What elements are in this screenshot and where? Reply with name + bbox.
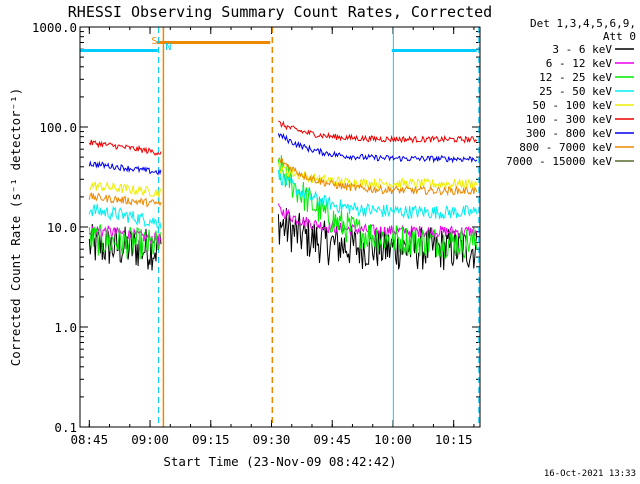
legend-label: 50 - 100 keV [533, 99, 613, 112]
legend-label: 300 - 800 keV [526, 127, 612, 140]
x-axis-label: Start Time (23-Nov-09 08:42:42) [163, 454, 396, 469]
chart-title: RHESSI Observing Summary Count Rates, Co… [68, 3, 492, 21]
y-axis-ticks: 0.1 1.0 10.0 100.0 1000.0 [32, 20, 480, 435]
series-line [278, 120, 478, 144]
series-lines [88, 120, 478, 271]
series-line [277, 169, 478, 220]
legend-label: 25 - 50 keV [539, 85, 612, 98]
legend-label: 800 - 7000 keV [519, 141, 612, 154]
series-line [88, 223, 162, 271]
x-tick-label: 09:15 [192, 432, 230, 447]
y-tick-label: 1000.0 [32, 20, 77, 35]
x-tick-label: 10:15 [435, 432, 473, 447]
y-tick-label: 1.0 [54, 320, 77, 335]
x-tick-label: 08:45 [70, 432, 108, 447]
series-line [278, 157, 478, 197]
legend-label: 3 - 6 keV [552, 43, 612, 56]
night-flag-label: N [165, 42, 171, 53]
series-line [277, 162, 478, 190]
series-line [88, 191, 162, 208]
x-tick-label: 10:00 [374, 432, 412, 447]
y-axis-label: Corrected Count Rate (s⁻¹ detector⁻¹) [8, 88, 23, 366]
y-tick-label: 0.1 [54, 420, 77, 435]
series-line [88, 160, 162, 176]
legend-label: 7000 - 15000 keV [506, 155, 612, 168]
observing-flags: SN [79, 27, 480, 427]
series-line [88, 139, 162, 156]
timestamp-footer: 16-Oct-2021 13:33 [544, 469, 636, 479]
legend-label: 12 - 25 keV [539, 71, 612, 84]
legend-label: 100 - 300 keV [526, 113, 612, 126]
series-line [277, 203, 478, 239]
series-line [88, 224, 161, 260]
series-line [277, 155, 478, 260]
series-line [89, 180, 162, 198]
x-tick-label: 09:00 [131, 432, 169, 447]
saa-flag-label: S [151, 36, 157, 47]
series-line [277, 132, 478, 164]
y-tick-label: 100.0 [39, 120, 77, 135]
series-line [277, 207, 478, 271]
x-axis-ticks: 08:45 09:00 09:15 09:30 09:45 10:00 10:15 [70, 27, 475, 447]
y-tick-label: 10.0 [47, 220, 77, 235]
x-tick-label: 09:45 [313, 432, 351, 447]
x-tick-label: 09:30 [253, 432, 291, 447]
legend-header: Det 1,3,4,5,6,9, [530, 17, 636, 30]
legend-label: 6 - 12 keV [546, 57, 613, 70]
series-line [88, 203, 162, 230]
legend-header: Att 0 [603, 30, 636, 43]
plot-frame [79, 26, 481, 428]
